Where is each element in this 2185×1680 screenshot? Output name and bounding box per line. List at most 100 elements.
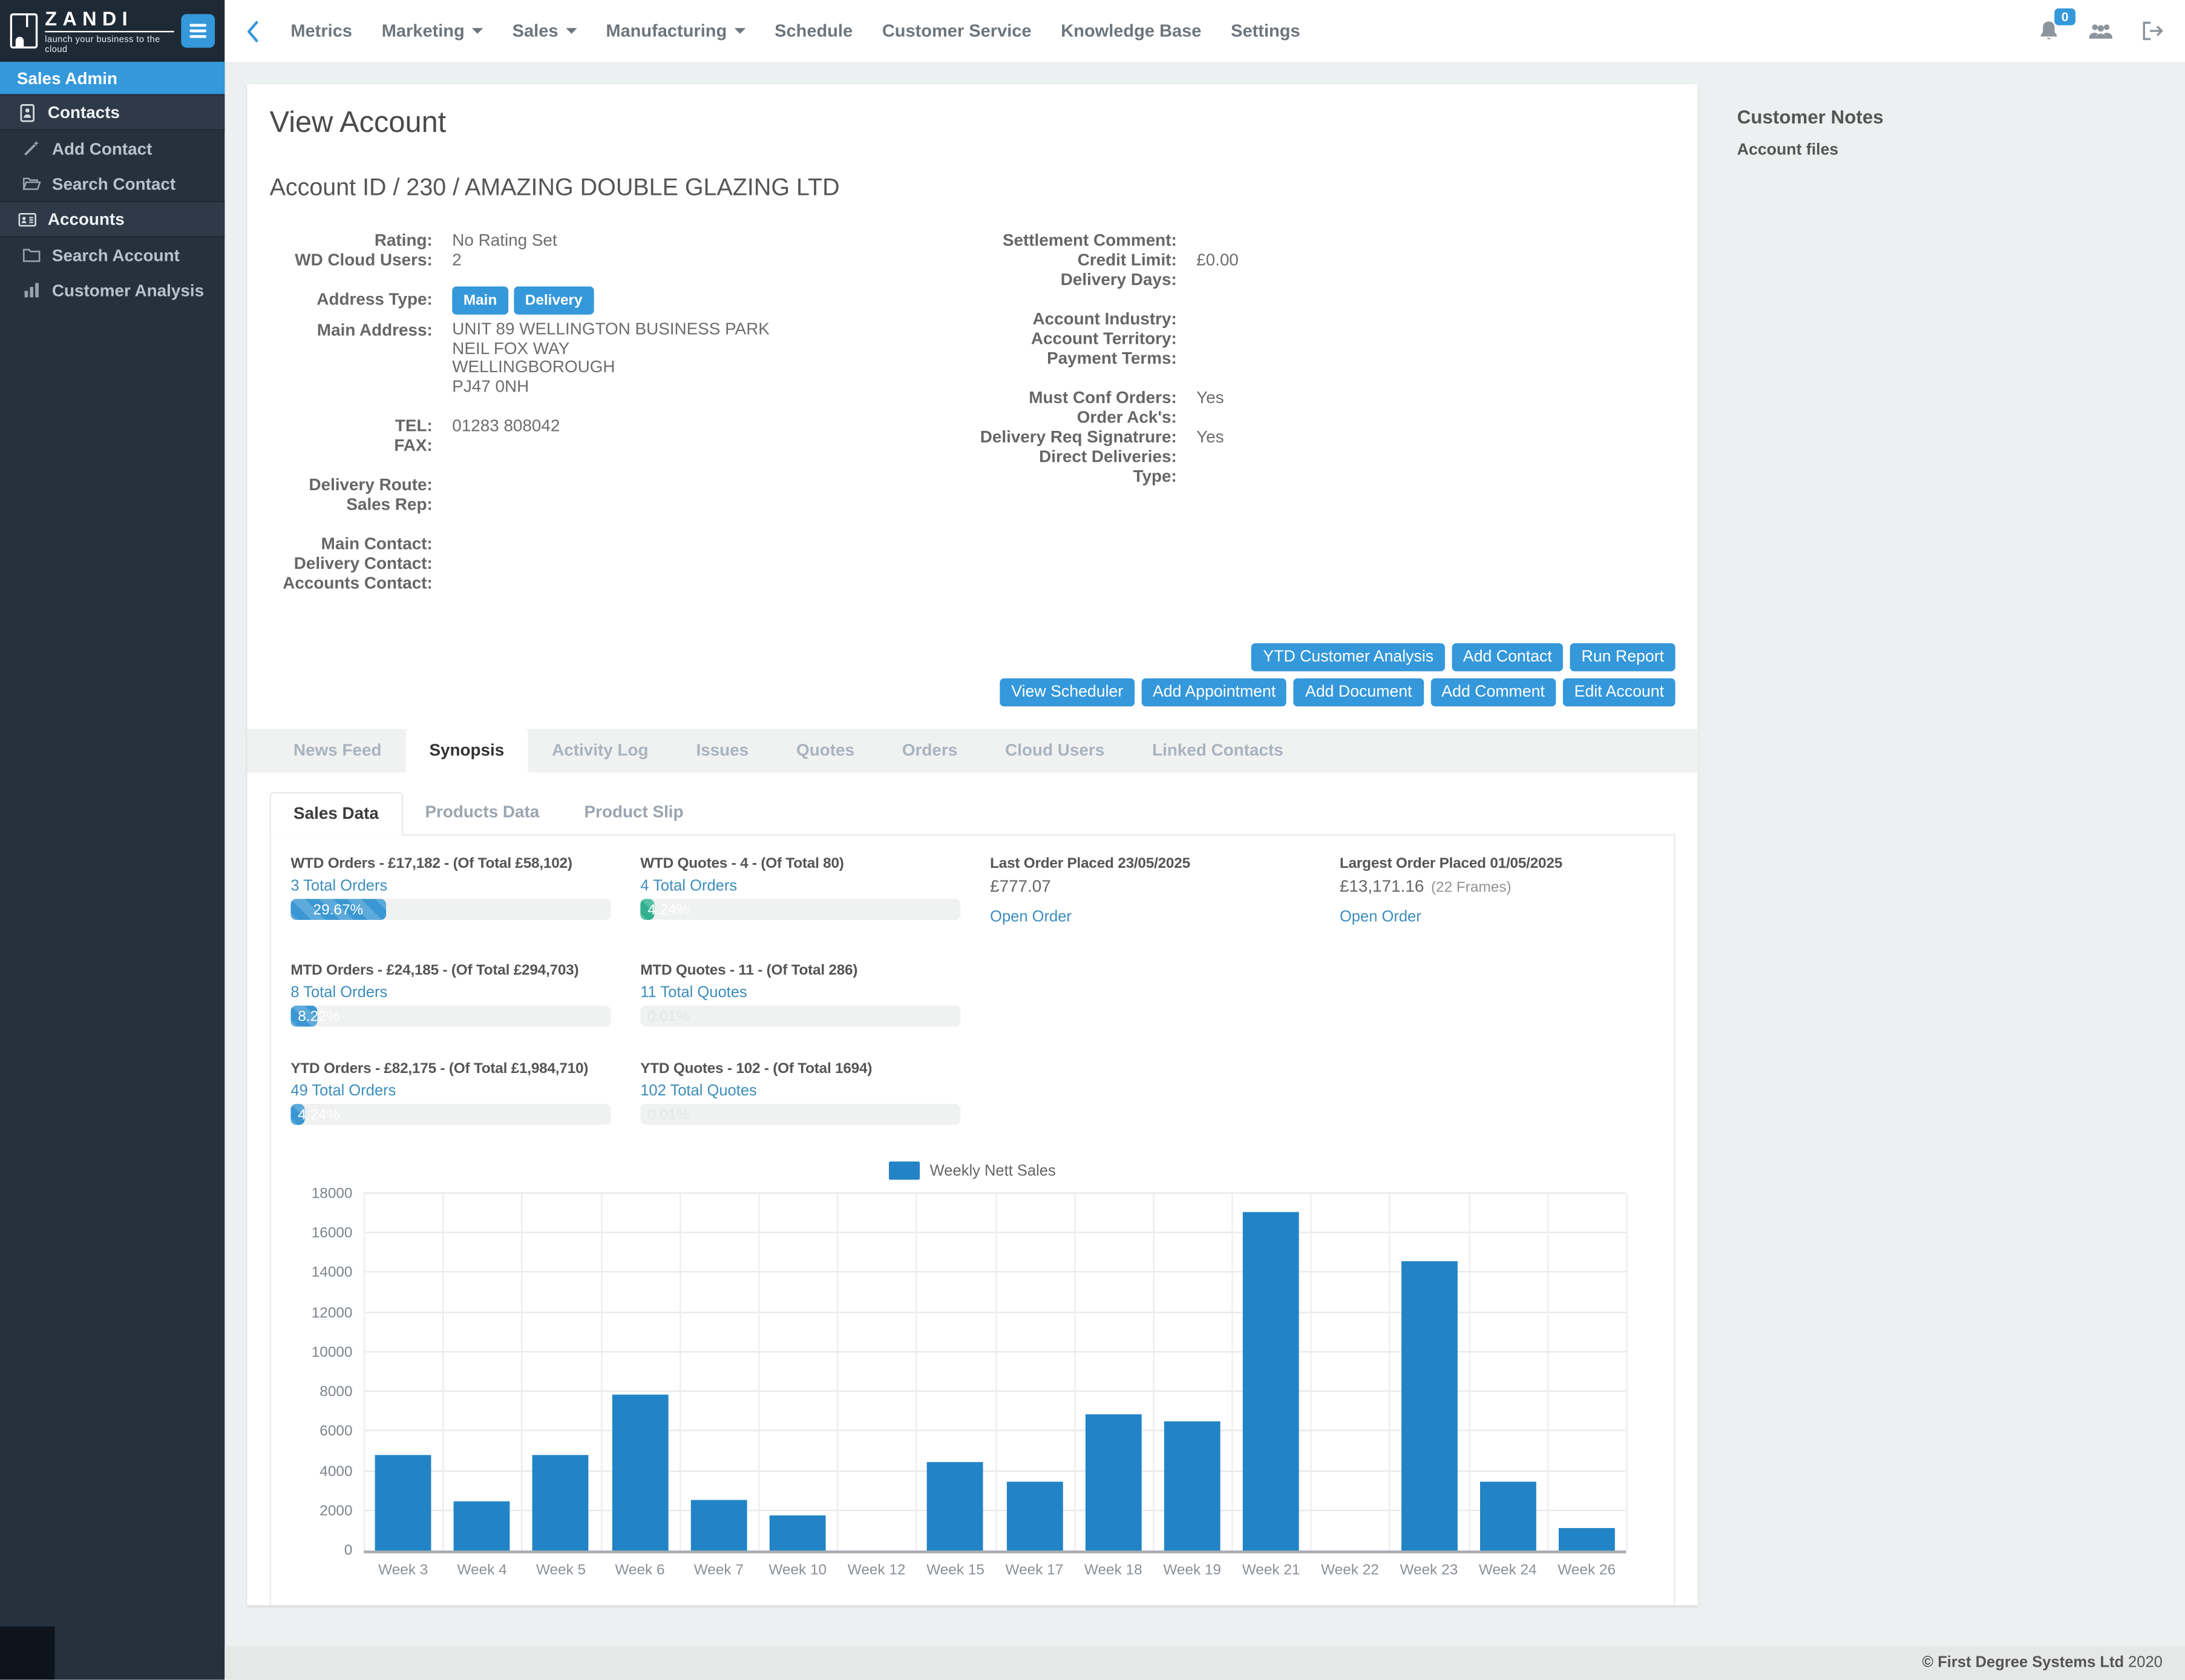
- stat-total-link[interactable]: 102 Total Quotes: [640, 1083, 757, 1100]
- sidebar-item-search-contact[interactable]: Search Contact: [0, 166, 224, 201]
- bar-week-10: [769, 1515, 826, 1551]
- bar-week-18: [1085, 1414, 1142, 1551]
- gridline-vertical: [1310, 1193, 1312, 1551]
- open-order-link[interactable]: Open Order: [1339, 908, 1421, 926]
- topnav-item-customer-service[interactable]: Customer Service: [882, 21, 1032, 41]
- sales-stats-grid: WTD Orders - £17,182 - (Of Total £58,102…: [290, 855, 1654, 1125]
- gridline-vertical: [995, 1193, 997, 1551]
- add-comment-button[interactable]: Add Comment: [1430, 678, 1556, 707]
- sidebar-item-accounts[interactable]: Accounts: [0, 200, 225, 238]
- detail-row: Accounts Contact:: [270, 573, 930, 592]
- topnav-item-schedule[interactable]: Schedule: [775, 21, 853, 41]
- view-scheduler-button[interactable]: View Scheduler: [1000, 678, 1135, 707]
- main-tabs: News Feed Synopsis Activity Log Issues Quote…: [247, 729, 1698, 773]
- detail-row: WD Cloud Users: 2: [270, 250, 930, 269]
- id-badge-icon: [17, 103, 36, 122]
- x-axis-tick-label: Week 6: [615, 1561, 665, 1579]
- subtab-product-slip[interactable]: Product Slip: [584, 802, 684, 822]
- x-axis-tick-label: Week 18: [1084, 1561, 1142, 1579]
- add-contact-button[interactable]: Add Contact: [1452, 643, 1564, 672]
- chevron-down-icon: [471, 28, 483, 34]
- edit-account-button[interactable]: Edit Account: [1563, 678, 1676, 707]
- content-area: View Account Account ID / 230 / AMAZING …: [224, 62, 2185, 1646]
- tab-news-feed[interactable]: News Feed: [293, 740, 382, 760]
- notifications-bell-icon[interactable]: 0: [2037, 8, 2075, 42]
- x-axis-tick-label: Week 4: [457, 1561, 507, 1579]
- topnav-item-label: Marketing: [381, 21, 465, 41]
- detail-label: Type:: [1133, 466, 1177, 486]
- detail-label: Direct Deliveries:: [1039, 446, 1177, 467]
- footer: © First Degree Systems Ltd 2020: [224, 1646, 2185, 1680]
- detail-row: Delivery Contact:: [270, 553, 930, 573]
- stat-progress-label: 4.24%: [647, 901, 690, 918]
- folder-open-icon: [21, 174, 41, 192]
- details-right-column: Settlement Comment: Credit Limit: £0.00 Del…: [929, 231, 1519, 612]
- sign-out-icon[interactable]: [2141, 21, 2164, 41]
- sidebar-toggle-button[interactable]: [181, 14, 215, 48]
- topnav-item-settings[interactable]: Settings: [1231, 21, 1300, 41]
- sidebar-item-label: Add Contact: [51, 138, 152, 159]
- detail-label: TEL:: [395, 415, 433, 436]
- page-title: View Account: [269, 107, 447, 139]
- detail-label: Address Type:: [316, 289, 433, 309]
- sidebar-item-label: Search Contact: [51, 173, 176, 194]
- sidebar-nav: Sales Admin Contacts Add Contact Search Con…: [0, 62, 225, 307]
- gridline-vertical: [916, 1193, 918, 1551]
- gridline-vertical: [1389, 1193, 1391, 1551]
- tab-cloud-users[interactable]: Cloud Users: [1005, 740, 1105, 760]
- add-document-button[interactable]: Add Document: [1294, 678, 1424, 707]
- sidebar-item-add-contact[interactable]: Add Contact: [0, 131, 224, 166]
- tab-activity-log[interactable]: Activity Log: [552, 740, 649, 760]
- topnav-item-metrics[interactable]: Metrics: [290, 21, 352, 41]
- sidebar-item-contacts[interactable]: Contacts: [0, 94, 225, 131]
- gridline-vertical: [521, 1193, 523, 1551]
- stat-total-link[interactable]: 11 Total Quotes: [640, 984, 747, 1002]
- users-group-icon[interactable]: [2088, 21, 2114, 41]
- x-axis-tick-label: Week 7: [693, 1561, 744, 1579]
- stat-total-link[interactable]: 4 Total Orders: [640, 878, 738, 895]
- tab-orders[interactable]: Orders: [902, 740, 958, 760]
- sidebar-item-customer-analysis[interactable]: Customer Analysis: [0, 272, 224, 307]
- topnav-item-knowledge-base[interactable]: Knowledge Base: [1061, 21, 1201, 41]
- sidebar-item-sales-admin[interactable]: Sales Admin: [0, 62, 225, 94]
- topnav-item-label: Sales: [512, 21, 559, 41]
- back-chevron-icon[interactable]: [246, 20, 260, 42]
- account-heading: Account ID / 230 / AMAZING DOUBLE GLAZIN…: [269, 174, 840, 201]
- legend-swatch: [889, 1161, 920, 1180]
- ytd-customer-analysis-button[interactable]: YTD Customer Analysis: [1251, 643, 1445, 672]
- sidebar-item-search-account[interactable]: Search Account: [0, 237, 224, 272]
- bar-week-17: [1006, 1481, 1063, 1551]
- sales-data-panel: WTD Orders - £17,182 - (Of Total £58,102…: [269, 835, 1676, 1606]
- detail-row: Delivery Req Signatrure: Yes: [929, 427, 1519, 446]
- run-report-button[interactable]: Run Report: [1570, 643, 1676, 672]
- folder-icon: [21, 246, 41, 264]
- stat-progress-label: 0.01%: [647, 1008, 690, 1025]
- topnav-item-manufacturing[interactable]: Manufacturing: [606, 21, 745, 41]
- x-axis-tick-label: Week 15: [926, 1561, 984, 1579]
- highlight-title: Largest Order Placed 01/05/2025: [1339, 855, 1562, 873]
- stat-total-link[interactable]: 49 Total Orders: [290, 1083, 396, 1100]
- gridline-vertical: [679, 1193, 681, 1551]
- sidebar-corner-block: [0, 1626, 55, 1680]
- open-order-link[interactable]: Open Order: [990, 908, 1072, 926]
- stat-total-link[interactable]: 8 Total Orders: [290, 984, 388, 1002]
- bar-week-21: [1243, 1212, 1300, 1551]
- tab-issues[interactable]: Issues: [696, 740, 749, 760]
- subtab-sales-data[interactable]: Sales Data: [269, 792, 403, 836]
- gridline-vertical: [600, 1193, 602, 1551]
- address-line: WELLINGBOROUGH: [452, 356, 615, 376]
- gridline-vertical: [1153, 1193, 1155, 1551]
- bar-week-7: [690, 1500, 747, 1551]
- topnav-item-label: Schedule: [775, 21, 853, 41]
- tab-synopsis[interactable]: Synopsis: [405, 729, 528, 773]
- stat-total-link[interactable]: 3 Total Orders: [290, 878, 388, 895]
- stat-progress-bar: 0.01%: [640, 1005, 961, 1027]
- detail-label: Rating:: [374, 230, 433, 251]
- topnav-item-marketing[interactable]: Marketing: [382, 21, 483, 41]
- tab-linked-contacts[interactable]: Linked Contacts: [1152, 740, 1283, 760]
- add-appointment-button[interactable]: Add Appointment: [1141, 678, 1287, 707]
- tab-quotes[interactable]: Quotes: [796, 740, 855, 760]
- topnav-item-sales[interactable]: Sales: [513, 21, 577, 41]
- subtab-products-data[interactable]: Products Data: [425, 802, 540, 822]
- highlight-title: Last Order Placed 23/05/2025: [990, 855, 1190, 873]
